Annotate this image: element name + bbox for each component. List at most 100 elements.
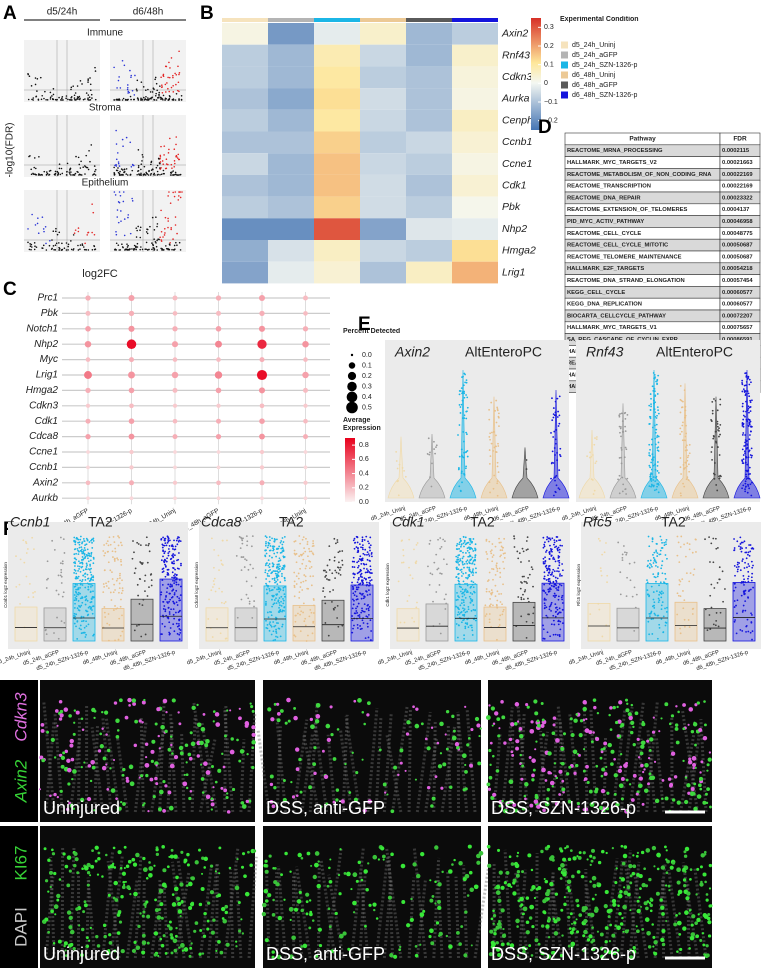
point-texture	[120, 560, 122, 563]
signal-texture	[184, 743, 189, 748]
crypt-texture	[456, 711, 469, 813]
point-texture	[306, 541, 309, 543]
point-texture	[408, 566, 410, 569]
point-texture	[32, 99, 34, 101]
point-texture	[146, 561, 149, 564]
point-texture	[549, 635, 552, 638]
point-texture	[657, 471, 660, 474]
point-texture	[553, 447, 556, 449]
condition-bar	[406, 18, 452, 22]
point-texture	[107, 613, 110, 615]
point-texture	[115, 233, 118, 236]
point-texture	[397, 479, 400, 482]
point-texture	[164, 563, 166, 566]
point-texture	[652, 485, 655, 487]
point-texture	[75, 155, 77, 158]
heatmap-cell	[406, 88, 452, 110]
signal-texture	[164, 951, 168, 955]
point-texture	[543, 577, 546, 580]
point-texture	[493, 446, 496, 449]
point-texture	[271, 545, 274, 548]
point-texture	[656, 414, 658, 417]
point-texture	[179, 629, 182, 631]
point-texture	[154, 94, 157, 97]
point-texture	[266, 624, 269, 626]
point-texture	[335, 571, 338, 574]
signal-texture	[515, 746, 519, 751]
point-texture	[132, 540, 134, 542]
point-texture	[245, 580, 248, 583]
signal-texture	[366, 713, 370, 717]
point-texture	[116, 216, 119, 218]
point-texture	[304, 579, 307, 582]
point-texture	[558, 561, 561, 564]
point-texture	[463, 414, 466, 417]
point-texture	[431, 462, 433, 465]
point-texture	[656, 461, 659, 463]
point-texture	[462, 601, 465, 604]
point-texture	[658, 623, 661, 626]
box-shape	[703, 608, 727, 642]
signal-texture	[106, 748, 111, 753]
point-texture	[554, 411, 557, 414]
point-texture	[265, 542, 267, 545]
point-texture	[107, 544, 110, 547]
point-texture	[521, 575, 524, 578]
point-texture	[163, 559, 166, 562]
heatmap-cell	[360, 66, 406, 89]
signal-texture	[205, 738, 210, 744]
point-texture	[664, 578, 667, 580]
point-texture	[358, 614, 361, 616]
point-texture	[173, 582, 176, 585]
size-key	[346, 401, 358, 414]
signal-texture	[291, 795, 296, 799]
point-texture	[127, 90, 130, 93]
point-texture	[82, 616, 85, 618]
point-texture	[661, 601, 664, 604]
signal-texture	[247, 850, 250, 854]
point-texture	[471, 541, 473, 544]
point-texture	[556, 547, 559, 550]
point-texture	[496, 465, 499, 468]
point-texture	[749, 473, 751, 475]
signal-texture	[58, 717, 63, 721]
point-texture	[33, 242, 36, 244]
x-tick-label: d5_24h_SZN-1326-p	[609, 650, 662, 672]
point-texture	[513, 537, 516, 540]
signal-texture	[196, 754, 200, 758]
signal-texture	[206, 919, 210, 923]
point-texture	[172, 566, 174, 569]
point-texture	[651, 484, 653, 487]
point-texture	[108, 623, 111, 626]
point-texture	[272, 621, 275, 623]
point-texture	[162, 555, 164, 558]
point-texture	[458, 541, 461, 544]
signal-texture	[43, 847, 47, 851]
point-texture	[158, 158, 160, 160]
point-texture	[466, 455, 469, 458]
point-texture	[466, 591, 469, 593]
point-texture	[38, 155, 40, 158]
signal-texture	[134, 719, 139, 724]
signal-texture	[420, 722, 424, 726]
signal-texture	[329, 705, 333, 709]
point-texture	[745, 375, 748, 378]
dot	[302, 295, 309, 301]
point-texture	[34, 590, 36, 593]
x-tick-label: d6_48h_SZN-1326-p	[123, 650, 176, 672]
point-texture	[272, 639, 275, 642]
signal-texture	[578, 733, 583, 738]
point-texture	[693, 568, 696, 571]
point-texture	[624, 425, 626, 428]
signal-texture	[393, 765, 398, 770]
point-texture	[293, 552, 296, 555]
point-texture	[676, 535, 679, 538]
crypt-texture	[68, 736, 82, 813]
point-texture	[47, 577, 49, 580]
signal-texture	[355, 771, 359, 775]
point-texture	[679, 627, 682, 630]
point-texture	[84, 549, 87, 551]
point-texture	[302, 536, 305, 539]
signal-texture	[382, 782, 387, 787]
point-texture	[460, 387, 463, 390]
